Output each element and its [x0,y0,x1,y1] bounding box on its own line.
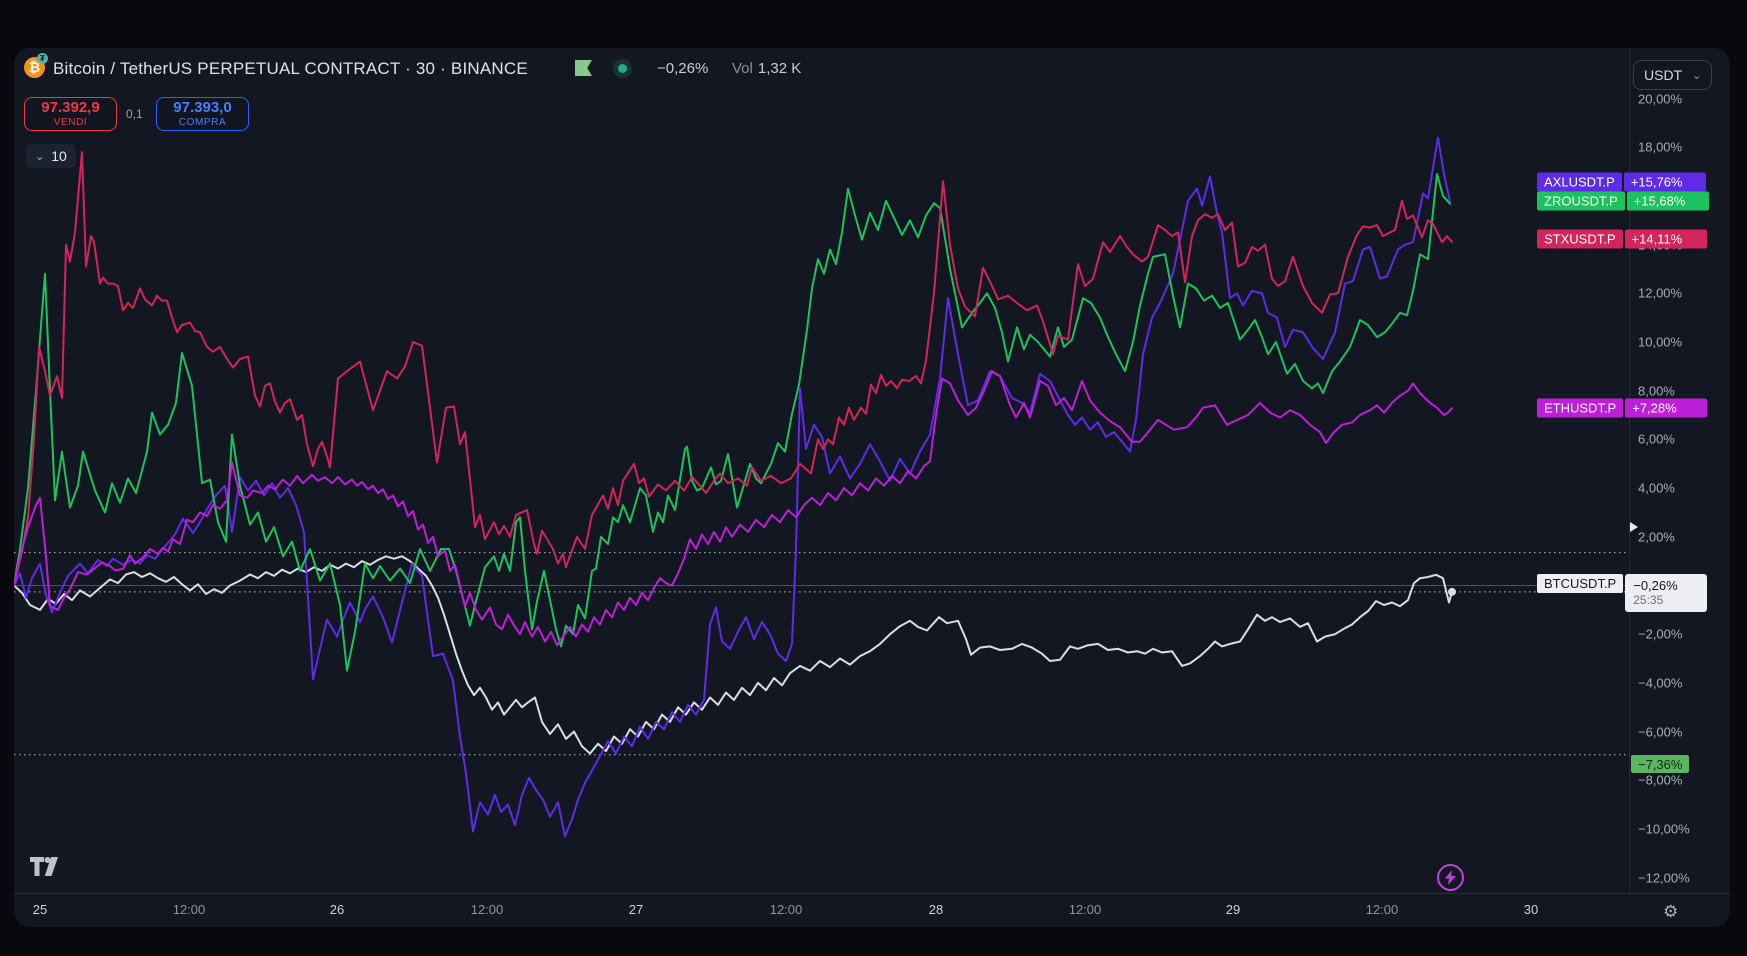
symbol-badge-ZROUSDT.P[interactable]: ZROUSDT.P +15,68% [1537,191,1709,211]
price-tick: 18,00% [1638,139,1683,155]
session-low-badge: −7,36% [1631,755,1690,773]
sell-button[interactable]: 97.392,9 VENDI [24,97,117,131]
time-tick: 30 [1523,902,1539,917]
price-tick: 4,00% [1638,480,1675,496]
badge-symbol-label: AXLUSDT.P [1537,172,1622,192]
currency-value: USDT [1644,67,1683,83]
price-tick: −6,00% [1638,724,1683,740]
quantity-stepper[interactable]: ⌄ 10 [26,144,76,168]
badge-value: +15,76% [1623,172,1706,192]
spread-value: 0,1 [126,107,143,121]
volume-label: Vol [732,60,753,77]
badge-value: +14,11% [1624,229,1707,249]
header-change-percent: −0,26% [657,60,709,77]
symbol-badge-BTCUSDT.P[interactable]: BTCUSDT.P −0,26% 25:35 [1537,574,1708,612]
price-tick: 10,00% [1638,334,1683,350]
time-axis-separator [14,893,1730,894]
price-tick: 6,00% [1638,431,1675,447]
badge-change-value: −0,26% [1633,578,1678,594]
scale-settings-gear-icon[interactable]: ⚙ [1663,902,1679,921]
flag-icon[interactable] [575,60,592,76]
price-tick: −2,00% [1638,626,1683,642]
price-tick: 8,00% [1638,383,1675,399]
price-tick: −4,00% [1638,675,1683,691]
tradingview-logo[interactable] [30,857,66,881]
symbol-badge-ETHUSDT.P[interactable]: ETHUSDT.P +7,28% [1537,398,1708,418]
buy-price: 97.393,0 [173,99,232,117]
badge-symbol-label: BTCUSDT.P [1537,574,1624,593]
price-tick: −10,00% [1638,821,1690,837]
chevron-down-icon: ⌄ [1692,69,1702,82]
chevron-down-icon: ⌄ [35,150,45,163]
market-status-icon[interactable] [613,59,632,78]
price-tick: 12,00% [1638,285,1683,301]
series-line-STXUSDT.P [14,151,1453,587]
symbol-logo: ₿ ₮ [24,53,48,78]
buy-button[interactable]: 97.393,0 COMPRA [156,97,249,131]
tether-coin-icon: ₮ [37,53,48,64]
header-volume: Vol 1,32 K [732,60,801,77]
bar-countdown: 25:35 [1633,592,1664,607]
series-line-ETHUSDT.P [14,370,1453,647]
badge-value: −0,26% 25:35 [1625,574,1708,612]
time-tick: 12:00 [470,902,504,917]
currency-dropdown[interactable]: USDT ⌄ [1633,60,1713,90]
market-open-dot [618,64,627,73]
time-tick: 28 [928,902,944,917]
badge-symbol-label: STXUSDT.P [1537,229,1623,249]
price-tick: 20,00% [1638,91,1683,106]
badge-value: +7,28% [1625,398,1708,418]
symbol-badge-AXLUSDT.P[interactable]: AXLUSDT.P +15,76% [1537,172,1706,192]
quantity-value: 10 [51,148,67,164]
quick-order-lightning-icon[interactable] [1437,864,1464,891]
chart-panel [14,48,1730,927]
time-tick: 12:00 [172,902,206,917]
buy-label: COMPRA [178,116,227,128]
sell-label: VENDI [53,116,88,128]
price-tick: 2,00% [1638,529,1675,545]
badge-value: +15,68% [1626,191,1709,211]
time-tick: 12:00 [1068,902,1102,917]
symbol-badge-STXUSDT.P[interactable]: STXUSDT.P +14,11% [1537,229,1707,249]
time-tick: 25 [32,902,48,917]
series-line-ZROUSDT.P [14,173,1451,672]
time-tick: 27 [628,902,644,917]
sell-price: 97.392,9 [41,99,100,117]
symbol-title[interactable]: Bitcoin / TetherUS PERPETUAL CONTRACT · … [53,59,528,78]
price-marker-arrow-icon [1630,522,1638,532]
price-tick: −12,00% [1638,870,1690,886]
time-tick: 26 [329,902,345,917]
last-price-dot [1448,587,1456,596]
series-line-AXLUSDT.P [14,136,1451,838]
badge-symbol-label: ETHUSDT.P [1537,398,1624,418]
volume-value: 1,32 K [757,60,802,77]
price-axis-separator [1629,48,1630,893]
time-tick: 29 [1225,902,1241,917]
time-tick: 12:00 [769,902,803,917]
price-tick: −8,00% [1638,772,1683,788]
time-tick: 12:00 [1365,902,1399,917]
badge-symbol-label: ZROUSDT.P [1537,191,1625,211]
